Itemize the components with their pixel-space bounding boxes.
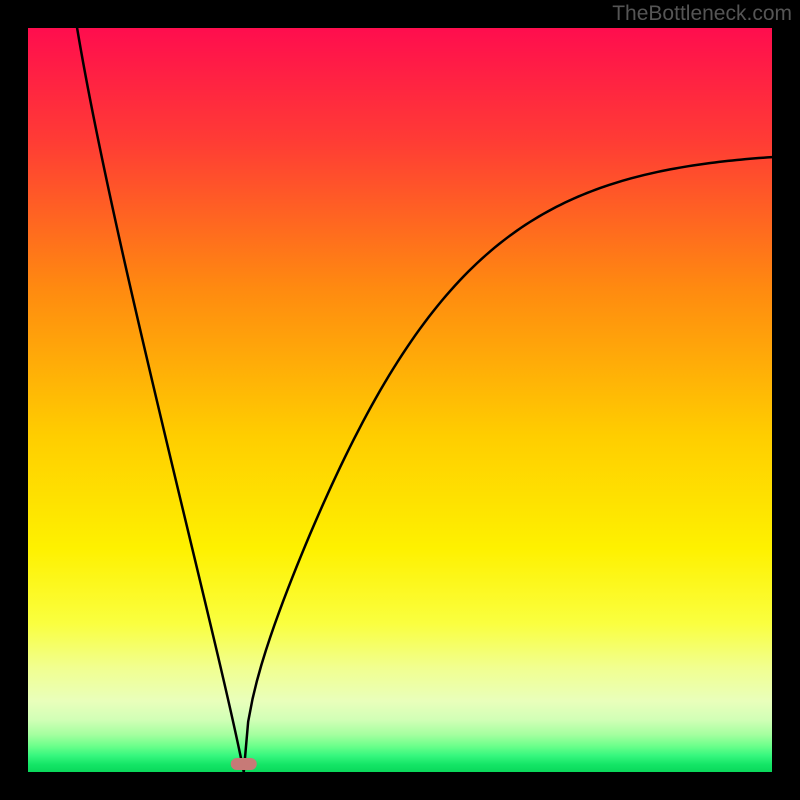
watermark-text: TheBottleneck.com [612,2,792,26]
figure-root: TheBottleneck.com [0,0,800,800]
optimal-marker [231,758,257,770]
chart-svg [0,0,800,800]
plot-area [28,28,772,772]
